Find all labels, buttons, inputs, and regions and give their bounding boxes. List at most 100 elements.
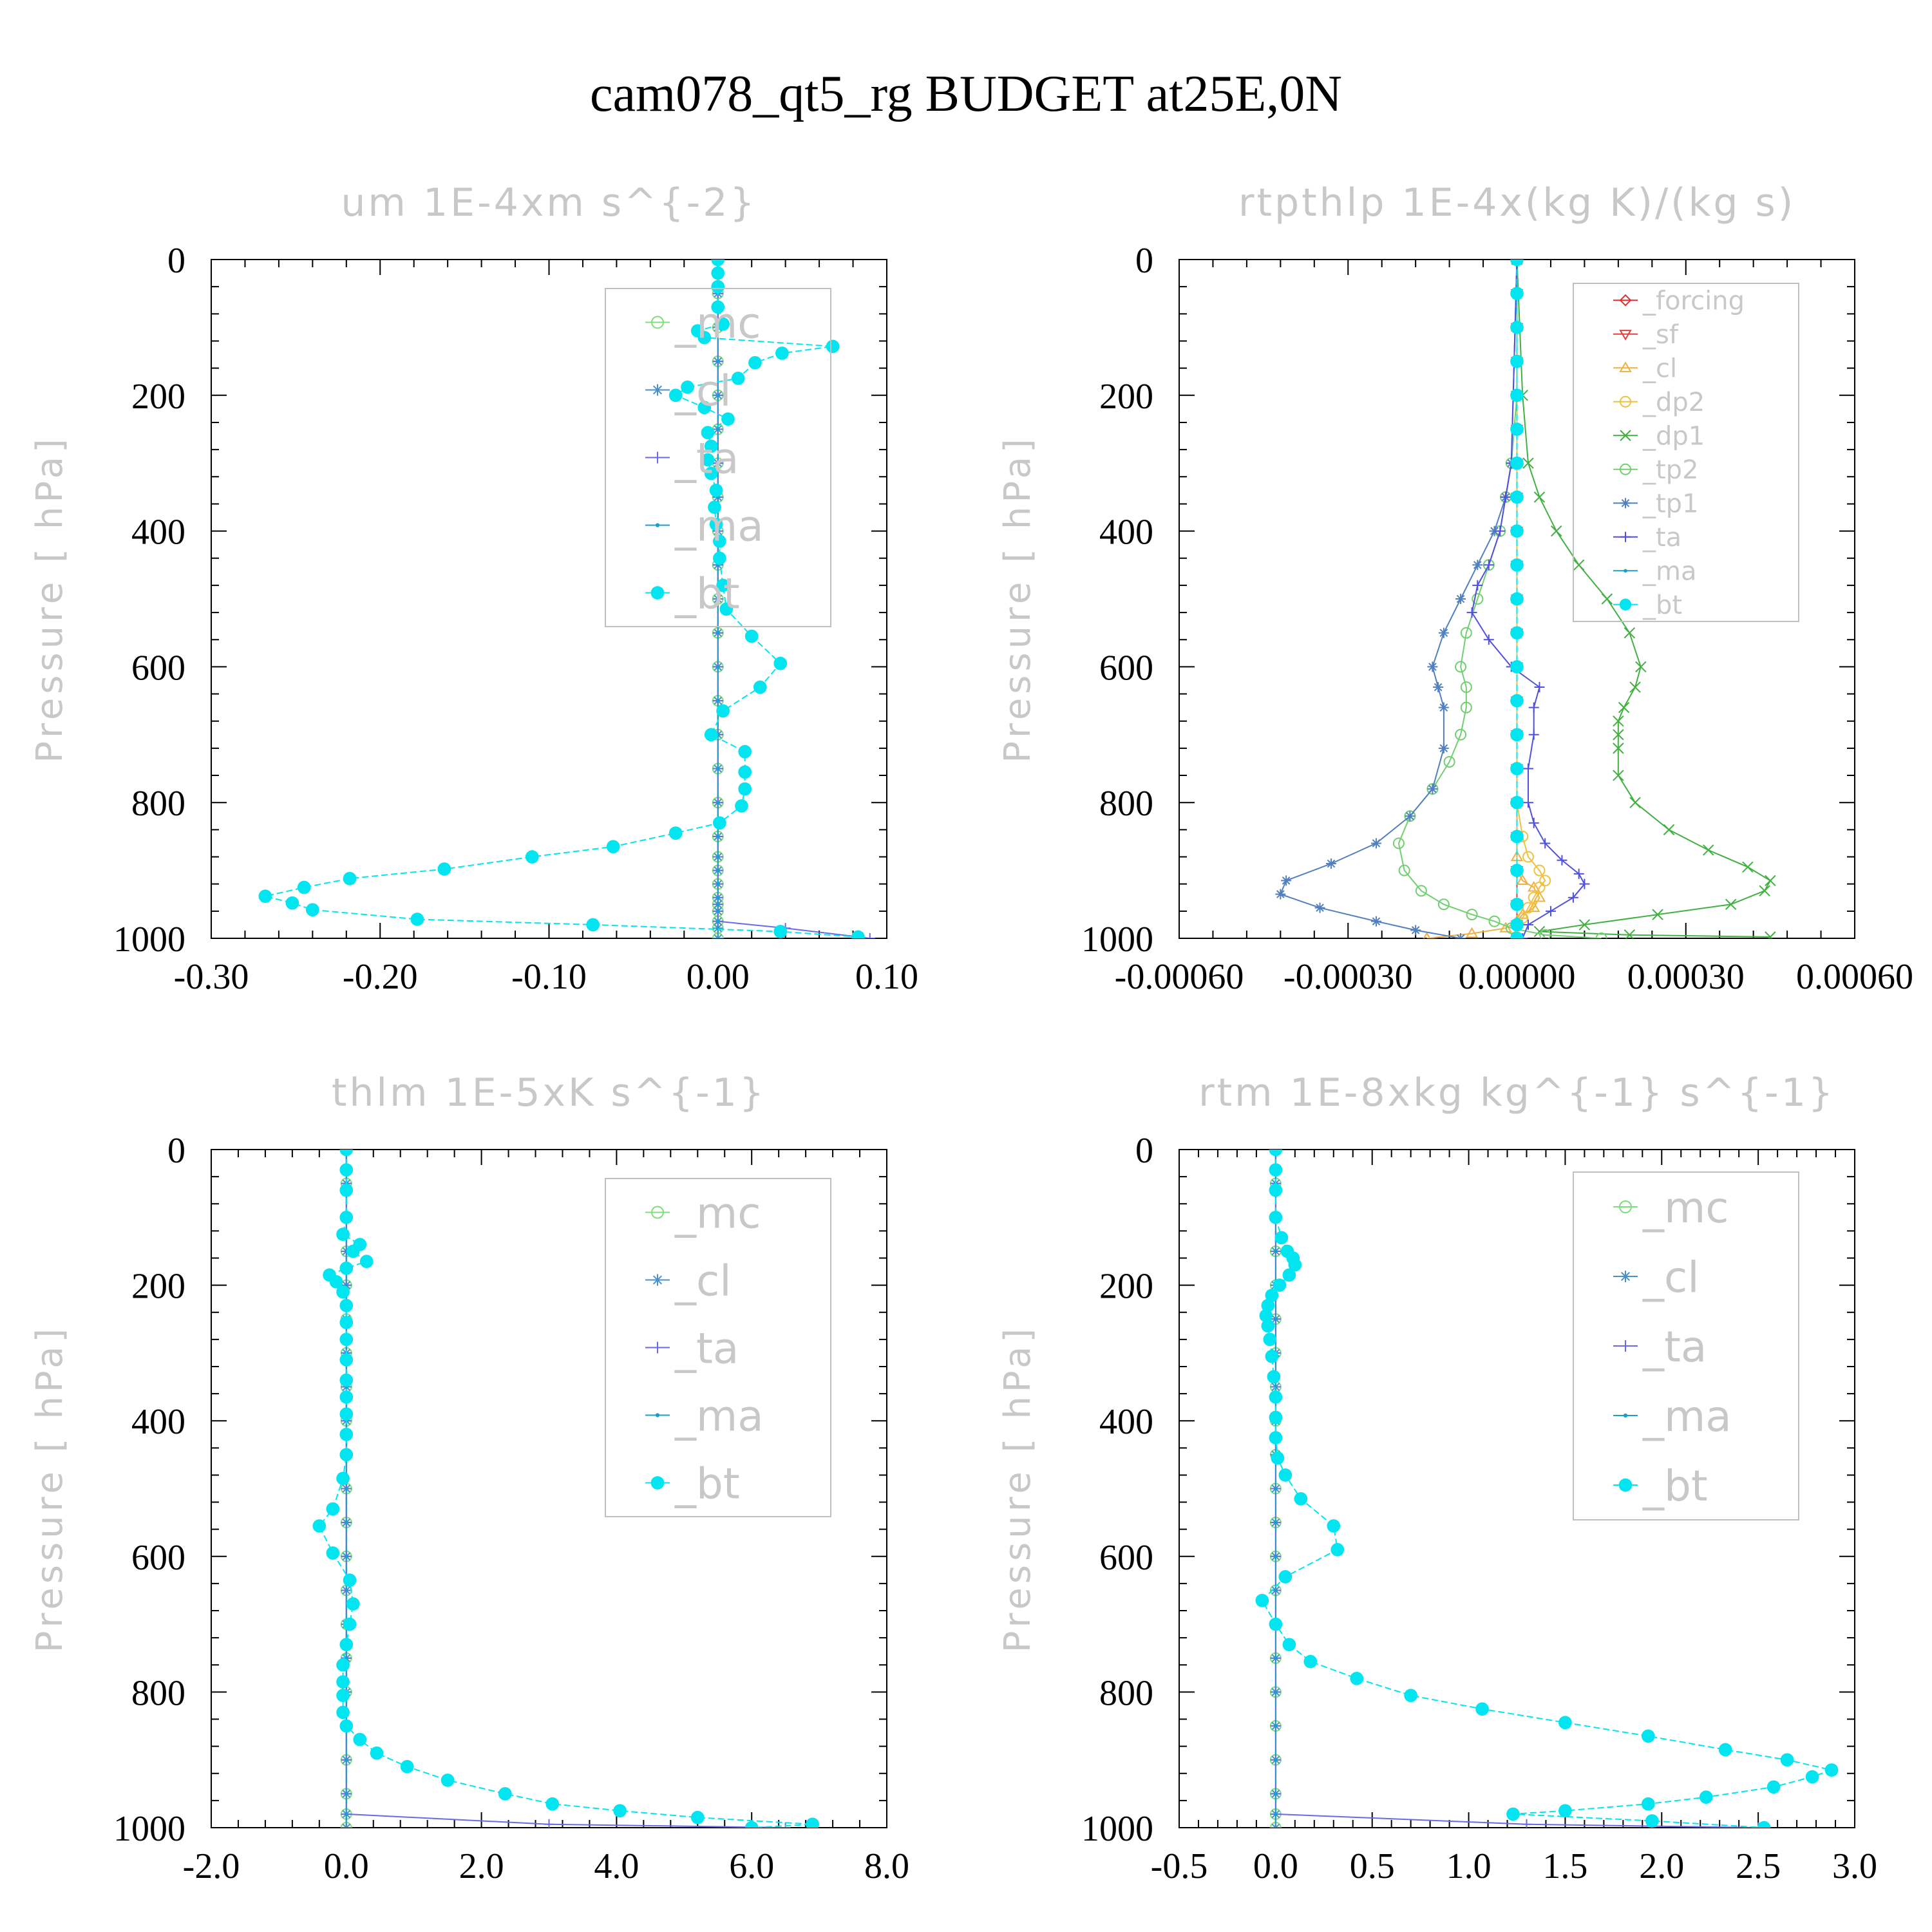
data-point-bt — [336, 1675, 350, 1689]
y-tick-label: 400 — [1099, 513, 1153, 553]
data-point-ma — [715, 359, 720, 363]
legend-marker-bt — [650, 1476, 665, 1490]
data-point-bt — [1265, 1349, 1279, 1363]
data-point-bt — [1510, 524, 1524, 538]
data-point-bt — [1510, 456, 1524, 470]
data-point-bt — [708, 500, 721, 515]
data-point-dp1 — [1573, 559, 1585, 571]
legend: _mc _cl _ta _ma _bt — [605, 288, 831, 627]
data-point-bt — [410, 913, 424, 926]
legend-marker-ta — [652, 1341, 663, 1354]
data-point-dp2 — [1539, 875, 1551, 887]
data-point-bt — [285, 896, 299, 910]
data-point-bt — [339, 1210, 354, 1224]
legend-marker-ta — [1620, 531, 1631, 542]
x-tick-label: 3.0 — [1832, 1846, 1877, 1886]
legend-label-mc: _mc — [674, 1188, 761, 1238]
y-tick-label: 600 — [1099, 648, 1153, 688]
data-point-ta — [1557, 855, 1567, 866]
panel-title: rtm 1E-8xkg kg^{-1} s^{-1} — [1198, 1070, 1835, 1115]
legend-label-ta: _ta — [1642, 523, 1681, 553]
data-point-ma — [715, 919, 720, 923]
data-point-bt — [704, 466, 718, 480]
data-point-cl — [1423, 932, 1431, 938]
data-point-dp2 — [1522, 851, 1534, 863]
data-point-bt — [1510, 388, 1524, 402]
data-point-bt — [613, 1804, 627, 1818]
y-tick-label: 0 — [1135, 1131, 1153, 1171]
data-point-bt — [1641, 1797, 1655, 1811]
data-point-bt — [336, 1658, 350, 1672]
data-point-dp1 — [1624, 929, 1636, 938]
data-point-tp1 — [1438, 627, 1449, 638]
data-point-tp2 — [1460, 701, 1472, 714]
data-point-tp2 — [1398, 864, 1410, 876]
legend-box — [605, 1178, 831, 1517]
data-point-bt — [697, 401, 712, 415]
data-point-tp1 — [1455, 594, 1466, 604]
data-point-tp2 — [1437, 898, 1450, 911]
data-point-bt — [1278, 1570, 1293, 1584]
data-point-tp1 — [1438, 743, 1449, 753]
data-point-tp2 — [1443, 755, 1455, 768]
data-point-bt — [701, 453, 715, 467]
data-point-ta — [1753, 1823, 1764, 1828]
y-tick-label: 200 — [131, 377, 185, 417]
data-point-dp1 — [1613, 715, 1624, 727]
data-point-dp1 — [1624, 627, 1636, 639]
data-point-ta — [1579, 878, 1590, 889]
y-tick-label: 200 — [1099, 1267, 1153, 1307]
data-point-bt — [1269, 1390, 1283, 1404]
legend-label-bt: _bt — [674, 1459, 740, 1508]
data-point-bt — [359, 1255, 374, 1269]
data-point-bt — [711, 300, 725, 314]
series-group — [1255, 1150, 1839, 1828]
y-tick-label: 600 — [131, 648, 185, 688]
data-point-bt — [437, 862, 451, 876]
x-tick-label: 4.0 — [594, 1846, 639, 1886]
y-tick-label: 800 — [1099, 1673, 1153, 1713]
data-point-bt — [753, 680, 767, 694]
data-point-ta — [1522, 797, 1533, 808]
data-point-ma — [345, 1588, 348, 1593]
y-tick-label: 0 — [167, 241, 185, 281]
data-point-tp1 — [1438, 702, 1449, 713]
data-point-bt — [738, 765, 752, 779]
data-point-dp1 — [1613, 729, 1624, 741]
data-point-tp1 — [1427, 661, 1438, 672]
data-point-bt — [711, 279, 725, 294]
data-point-bt — [339, 1298, 354, 1312]
legend-marker-bt — [650, 586, 665, 600]
data-point-bt — [1475, 1702, 1489, 1716]
legend-marker-cl — [652, 1274, 663, 1286]
data-point-bt — [1294, 1492, 1308, 1506]
data-point-bt — [339, 1719, 354, 1733]
data-point-cl — [1527, 901, 1540, 913]
data-point-bt — [1510, 287, 1524, 301]
y-axis-label: Pressure [ hPa] — [29, 435, 71, 762]
data-point-ma — [345, 1555, 348, 1558]
data-point-bt — [343, 1617, 357, 1631]
data-point-bt — [709, 484, 723, 497]
y-tick-label: 1000 — [1081, 920, 1153, 960]
data-point-tp2 — [1488, 915, 1501, 927]
legend-label-ma: _ma — [1642, 557, 1696, 587]
legend: _mc _cl _ta _ma _bt — [1573, 1171, 1799, 1520]
data-point-ma — [715, 665, 720, 669]
legend-label-bt: _bt — [1642, 591, 1682, 620]
data-point-bt — [498, 1787, 512, 1801]
x-tick-label: 0.0 — [1253, 1846, 1298, 1886]
data-point-ma — [715, 868, 720, 873]
data-point-bt — [1273, 1278, 1287, 1292]
data-point-bt — [336, 1472, 350, 1486]
data-point-bt — [1269, 1431, 1283, 1444]
data-point-ta — [1522, 919, 1533, 930]
data-point-bt — [1645, 1814, 1659, 1828]
data-point-bt — [329, 1274, 343, 1289]
data-point-ta — [1472, 580, 1483, 591]
data-point-bt — [339, 1332, 354, 1347]
data-point-bt — [1510, 592, 1524, 606]
legend-label-dp1: _dp1 — [1642, 422, 1705, 451]
data-point-bt — [400, 1759, 414, 1774]
x-tick-label: -0.30 — [174, 957, 249, 997]
